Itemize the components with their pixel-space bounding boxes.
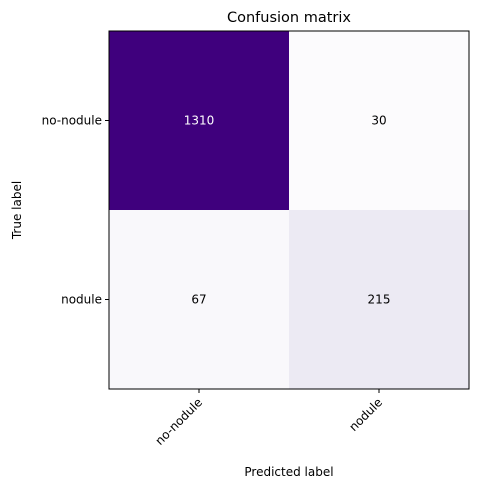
cell-value-label-1-1: 215 — [368, 293, 391, 307]
cell-value-label-0-1: 30 — [371, 114, 386, 128]
y-tick-label: no-nodule — [42, 114, 102, 128]
heatmap-cell-0-1 — [289, 31, 469, 210]
cell-value-label-0-0: 1310 — [184, 114, 215, 128]
plot-frame — [108, 30, 470, 390]
x-axis-label: Predicted label — [244, 465, 333, 479]
y-tick-label: nodule — [61, 293, 102, 307]
heatmap-cell-1-1 — [289, 210, 469, 389]
heatmap-cell-labels: 1310 30 67 215 — [184, 114, 391, 307]
y-axis-label: True label — [10, 181, 24, 240]
y-axis-ticks: no-nodule nodule — [42, 114, 109, 307]
heatmap-cells — [109, 31, 469, 389]
x-tick-label: nodule — [346, 395, 385, 434]
heatmap-cell-1-0 — [109, 210, 289, 389]
x-tick-label: no-nodule — [153, 395, 206, 448]
cell-value-label-1-0: 67 — [191, 293, 206, 307]
chart-title: Confusion matrix — [227, 10, 351, 26]
x-axis-ticks: no-nodule nodule — [153, 389, 385, 448]
heatmap-cell-0-0 — [109, 31, 289, 210]
